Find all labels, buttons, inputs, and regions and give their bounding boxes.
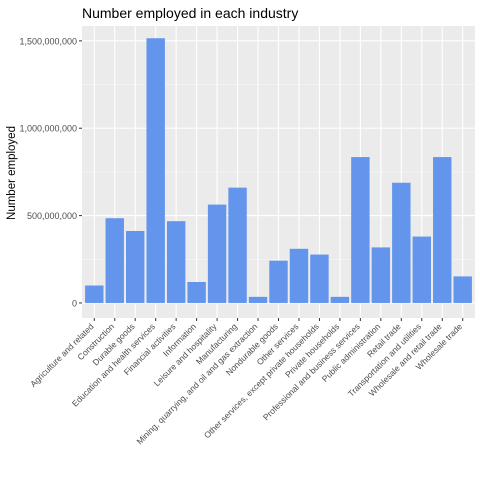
bar — [371, 247, 391, 303]
bar — [310, 254, 329, 303]
bar — [166, 221, 186, 303]
bar — [351, 157, 370, 303]
plot-area: 0500,000,0001,000,000,0001,500,000,000Ag… — [19, 26, 475, 446]
bar — [126, 230, 145, 303]
bar — [269, 260, 288, 303]
y-axis-label: Number employed — [6, 126, 18, 220]
bar — [146, 38, 165, 303]
bar — [330, 296, 350, 303]
bar — [105, 218, 124, 303]
bar — [433, 157, 452, 303]
bar — [85, 285, 104, 303]
y-tick-label: 500,000,000 — [27, 211, 77, 221]
y-tick-label: 0 — [72, 298, 77, 308]
bar — [207, 204, 227, 303]
bar — [248, 296, 268, 303]
bar — [392, 182, 411, 303]
bar — [453, 276, 472, 303]
bar — [289, 248, 309, 303]
y-tick-label: 1,000,000,000 — [19, 124, 77, 134]
bar — [228, 187, 247, 303]
bar — [187, 282, 206, 303]
bar — [412, 236, 431, 303]
chart-title: Number employed in each industry — [82, 5, 298, 21]
y-tick-label: 1,500,000,000 — [19, 36, 77, 46]
